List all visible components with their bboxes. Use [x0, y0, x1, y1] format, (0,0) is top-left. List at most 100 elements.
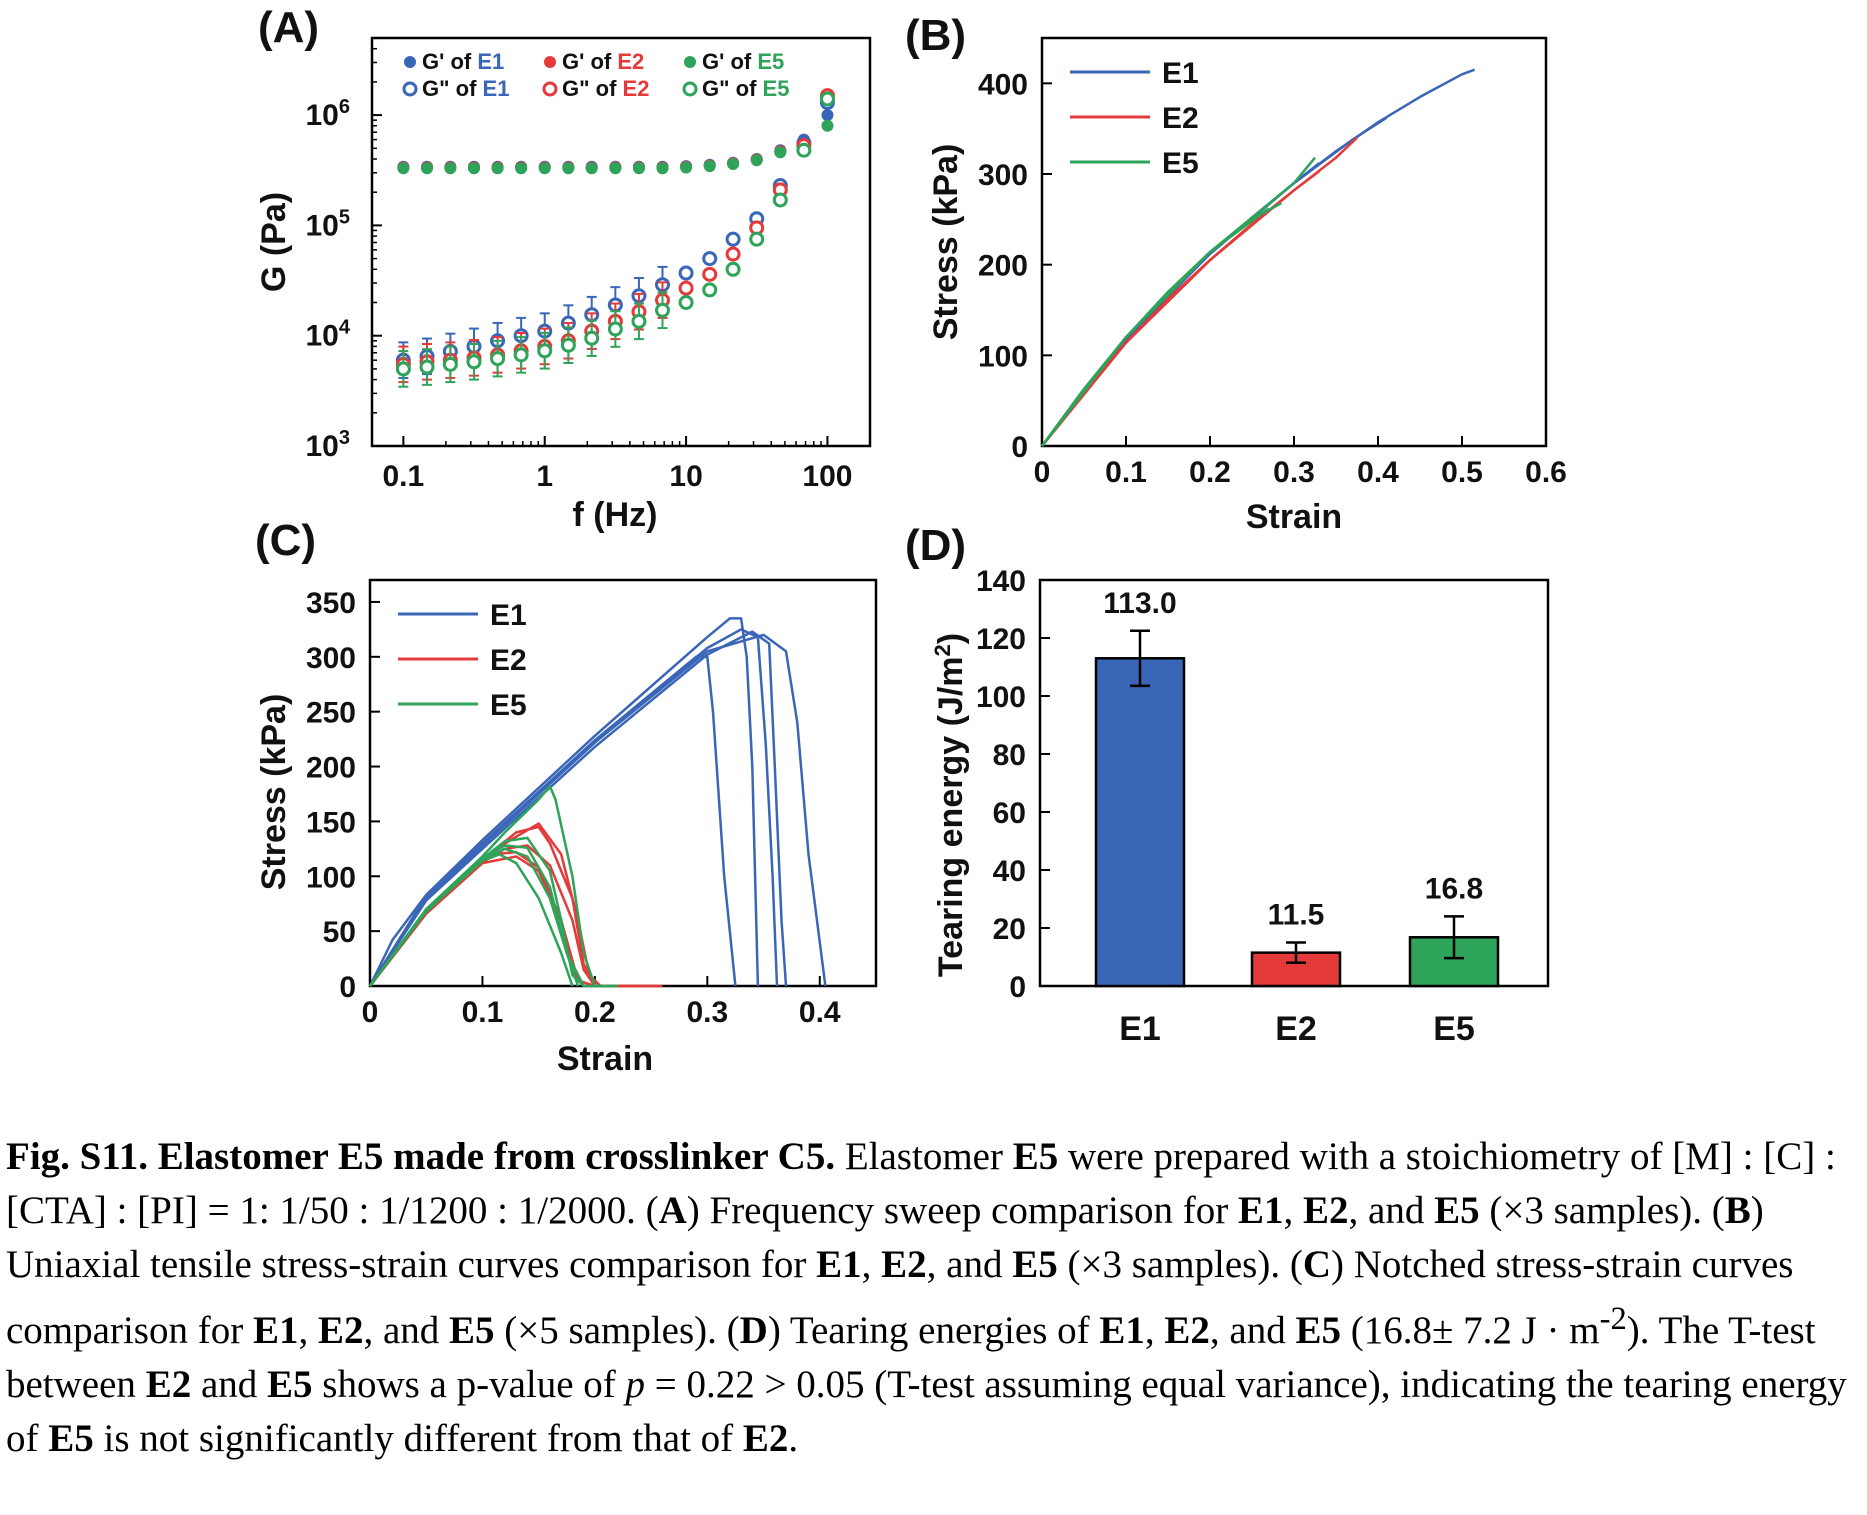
x-axis-label-a: f (Hz) [573, 496, 658, 534]
data-point-a [678, 294, 694, 310]
x-tick-label-b: 0.1 [1105, 456, 1147, 489]
data-point-a [680, 161, 693, 174]
data-point-a [774, 146, 787, 159]
data-point-a [702, 282, 718, 298]
y-axis-label-b: Stress (kPa) [927, 144, 965, 341]
x-tick-label-b: 0.4 [1357, 456, 1399, 489]
legend-entry-a: G' of E5 [702, 49, 784, 74]
x-tick-label-a: 10 [669, 460, 702, 493]
series-line-c-e1 [368, 655, 737, 987]
legend-label-c: E5 [490, 689, 527, 722]
data-point-a [819, 91, 835, 107]
legend-marker-a [544, 56, 556, 68]
legend-prefix-a: G' of [562, 49, 617, 74]
caption-segment: -2 [1599, 1301, 1627, 1337]
panel-label-a: (A) [258, 3, 319, 52]
data-label-d: 16.8 [1425, 872, 1483, 905]
data-point-a [749, 231, 765, 247]
caption-segment: C [1302, 1243, 1331, 1286]
legend-label-c: E2 [490, 644, 527, 677]
legend-label-b: E5 [1162, 147, 1199, 180]
y-tick-exp-a: 4 [339, 317, 351, 339]
caption-segment: D [739, 1309, 768, 1352]
x-category-label-d: E1 [1119, 1010, 1161, 1048]
x-axis-label-b: Strain [1246, 498, 1342, 536]
legend-marker-a [404, 56, 416, 68]
series-line-b-e5 [1040, 201, 1283, 447]
caption-segment: E1 [1238, 1189, 1284, 1232]
legend-prefix-a: G" of [562, 76, 623, 101]
caption-segment: were prepared with a stoichiometry of [M… [6, 1135, 1836, 1232]
x-axis-label-c: Strain [557, 1040, 653, 1078]
y-tick-label-a: 105 [306, 206, 351, 242]
caption-segment: , [861, 1243, 882, 1286]
legend-prefix-a: G" of [702, 76, 763, 101]
data-point-a [513, 347, 529, 363]
caption-segment: (×3 samples). ( [1057, 1243, 1303, 1286]
data-point-a [607, 321, 623, 337]
x-tick-label-a: 0.1 [383, 460, 425, 493]
y-axis-label-c: Stress (kPa) [255, 694, 293, 891]
y-tick-label-d: 40 [993, 855, 1026, 888]
legend-entry-a: G" of E5 [702, 76, 789, 101]
caption-segment: E5 [1012, 1243, 1058, 1286]
series-line-b-e2 [1041, 136, 1358, 447]
data-point-a [491, 162, 504, 175]
data-point-a [632, 162, 645, 175]
y-tick-label-a: 104 [306, 317, 351, 353]
legend-label-b: E2 [1162, 102, 1199, 135]
y-tick-label-b: 300 [978, 159, 1028, 192]
data-point-a [490, 351, 506, 367]
data-point-a [466, 354, 482, 370]
caption-segment: E2 [317, 1309, 364, 1352]
series-line-b-e2 [1041, 216, 1262, 447]
caption-segment: E2 [742, 1417, 789, 1460]
legend-marker-a [684, 56, 696, 68]
y-tick-base-a: 10 [306, 209, 339, 242]
series-line-c-e1 [368, 633, 827, 987]
caption-segment: , and [926, 1243, 1013, 1286]
legend-marker-a [682, 81, 698, 97]
caption-segment: , and [1348, 1189, 1435, 1232]
caption-segment: Fig. S11. Elastomer E5 made from crossli… [6, 1135, 836, 1178]
caption-text: Fig. S11. Elastomer E5 made from crossli… [6, 1130, 1856, 1466]
caption-segment: Elastomer [835, 1135, 1013, 1178]
data-point-a [678, 265, 694, 281]
caption-segment: , and [363, 1309, 450, 1352]
y-tick-label-d: 60 [993, 797, 1026, 830]
caption-segment: E1 [816, 1243, 862, 1286]
data-point-a [750, 154, 763, 167]
y-tick-label-b: 200 [978, 250, 1028, 283]
data-point-a [562, 162, 575, 175]
data-point-a [821, 119, 834, 132]
data-point-a [702, 251, 718, 267]
caption-segment: shows a p-value of [312, 1363, 626, 1406]
caption-segment: E2 [1164, 1309, 1210, 1352]
y-tick-base-a: 10 [306, 430, 339, 463]
caption-segment: = 0.22 > 0.05 (T-test assuming equal var… [6, 1363, 1847, 1460]
data-point-a [703, 160, 716, 173]
panel-label-b: (B) [905, 11, 966, 60]
series-line-c-e1 [368, 628, 779, 987]
caption-segment: (16.8± 7.2 J · m [1340, 1309, 1600, 1352]
legend-sample-a: E1 [483, 76, 510, 101]
x-tick-label-b: 0.3 [1273, 456, 1315, 489]
plot-frame-b [1040, 36, 1548, 448]
data-point-a [678, 280, 694, 296]
data-point-a [585, 162, 598, 175]
y-tick-label-c: 0 [339, 971, 356, 1004]
y-tick-label-d: 80 [993, 739, 1026, 772]
legend-sample-a: E2 [617, 49, 644, 74]
legend-label-c: E1 [490, 599, 527, 632]
data-point-a [725, 246, 741, 262]
figure-caption: Fig. S11. Elastomer E5 made from crossli… [6, 1130, 1856, 1466]
legend-b: E1 E2 E5 [1070, 57, 1199, 180]
caption-segment: E1 [1099, 1309, 1145, 1352]
x-tick-label-c: 0.2 [574, 996, 616, 1029]
y-tick-label-c: 300 [306, 642, 356, 675]
caption-segment: E1 [252, 1309, 299, 1352]
y-tick-label-b: 100 [978, 340, 1028, 373]
x-tick-label-c: 0.3 [686, 996, 728, 1029]
